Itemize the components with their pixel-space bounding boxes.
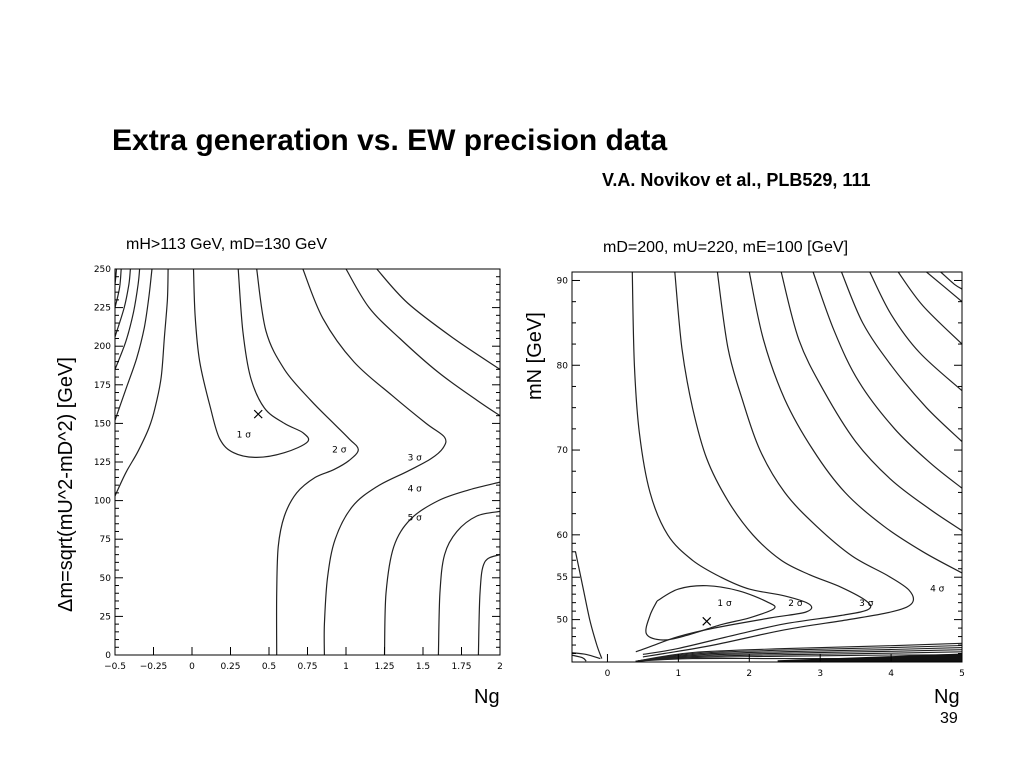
left-chart-xlabel: Ng: [474, 686, 500, 708]
left-contour-label-2: 3 σ: [408, 453, 423, 463]
right-contour-8: [869, 272, 962, 392]
left-ytick-label-0: 0: [105, 651, 111, 661]
left-ytick-label-2: 50: [100, 574, 112, 584]
left-xtick-label-4: 0.5: [262, 662, 276, 672]
right-contour-7: [840, 272, 962, 443]
right-ytick-label-4: 80: [557, 361, 569, 371]
left-contour-10: [437, 510, 500, 655]
right-xtick-label-2: 2: [746, 669, 752, 679]
left-chart-subtitle: mH>113 GeV, mD=130 GeV: [126, 236, 327, 253]
right-contour-6: [812, 272, 962, 489]
left-contour-8: [115, 269, 131, 338]
left-ytick-label-4: 100: [94, 497, 111, 507]
left-xtick-label-6: 1: [343, 662, 349, 672]
right-contour-label-2: 3 σ: [859, 599, 874, 609]
left-contour-11: [477, 554, 500, 655]
left-plot-frame: [114, 268, 501, 656]
slide-title: Extra generation vs. EW precision data: [112, 124, 668, 157]
right-ytick-label-1: 55: [557, 573, 568, 583]
left-contour-label-1: 2 σ: [332, 446, 347, 456]
left-contour-2: [256, 269, 359, 655]
left-contour-1: [115, 269, 169, 497]
right-contour-label-0: 1 σ: [717, 599, 732, 609]
left-best-fit-marker: [253, 409, 263, 419]
right-band-line-2: [635, 651, 962, 662]
left-contour-label-3: 4 σ: [408, 484, 423, 494]
left-ytick-label-8: 200: [94, 342, 111, 352]
right-contour-label-1: 2 σ: [788, 599, 803, 609]
left-contour-5: [115, 269, 141, 370]
right-contour-5: [780, 272, 962, 532]
right-xtick-label-4: 4: [888, 669, 894, 679]
left-contour-3: [115, 269, 153, 421]
right-dense-band: [777, 653, 962, 662]
right-xtick-label-5: 5: [959, 669, 965, 679]
left-ytick-label-5: 125: [94, 458, 111, 468]
right-band-line-5: [635, 644, 962, 662]
left-ytick-label-9: 225: [94, 304, 111, 314]
left-contour-7: [383, 481, 500, 655]
left-xtick-label-9: 1.75: [451, 662, 471, 672]
right-best-fit-marker: [702, 616, 712, 626]
right-band-line-4: [635, 647, 962, 662]
left-ytick-label-7: 175: [94, 381, 111, 391]
right-contour-4: [748, 272, 962, 574]
left-contour-4: [302, 269, 447, 655]
left-contour-9: [376, 269, 500, 370]
right-contour-9: [897, 272, 962, 345]
left-ytick-label-3: 75: [100, 535, 111, 545]
left-xtick-label-7: 1.25: [374, 662, 394, 672]
page-number: 39: [940, 710, 958, 727]
left-xtick-label-3: 0.25: [220, 662, 240, 672]
right-band-line-6: [635, 642, 962, 662]
left-xtick-label-10: 2: [497, 662, 503, 672]
left-contour-12: [115, 269, 122, 308]
right-ytick-label-0: 50: [557, 616, 569, 626]
citation: V.A. Novikov et al., PLB529, 111: [602, 170, 871, 190]
right-chart-subtitle: mD=200, mU=220, mE=100 [GeV]: [603, 239, 849, 256]
right-contour-label-3: 4 σ: [930, 585, 945, 595]
right-contour-14: [572, 654, 587, 662]
right-xtick-label-0: 0: [605, 669, 611, 679]
right-xtick-label-3: 3: [817, 669, 823, 679]
right-plot-frame: [571, 271, 963, 663]
right-ytick-label-5: 90: [557, 276, 569, 286]
right-chart-xlabel: Ng: [934, 686, 960, 708]
left-ytick-label-1: 25: [100, 612, 111, 622]
right-band-line-1: [635, 654, 962, 662]
right-band-line-3: [635, 649, 962, 662]
left-contour-label-4: 5 σ: [408, 514, 423, 524]
left-xtick-label-5: 0.75: [297, 662, 317, 672]
left-xtick-label-0: −0.5: [104, 662, 126, 672]
right-contour-2: [642, 272, 872, 655]
left-contour-label-0: 1 σ: [237, 430, 252, 440]
right-contour-3: [642, 272, 914, 658]
right-contour-11: [940, 272, 962, 290]
left-contour-6: [345, 269, 500, 417]
right-ytick-label-2: 60: [557, 531, 569, 541]
left-xtick-label-8: 1.5: [416, 662, 430, 672]
right-contour-12: [574, 551, 603, 659]
right-ytick-label-3: 70: [557, 446, 569, 456]
right-contour-10: [926, 272, 962, 303]
left-xtick-label-1: −0.25: [140, 662, 168, 672]
left-ytick-label-6: 150: [94, 419, 111, 429]
left-contour-0: [192, 269, 310, 459]
right-xtick-label-1: 1: [675, 669, 681, 679]
left-ytick-label-10: 250: [94, 265, 111, 275]
left-xtick-label-2: 0: [189, 662, 195, 672]
right-contour-1: [631, 272, 813, 653]
right-contour-13: [572, 652, 601, 660]
right-contour-0: [645, 585, 776, 641]
